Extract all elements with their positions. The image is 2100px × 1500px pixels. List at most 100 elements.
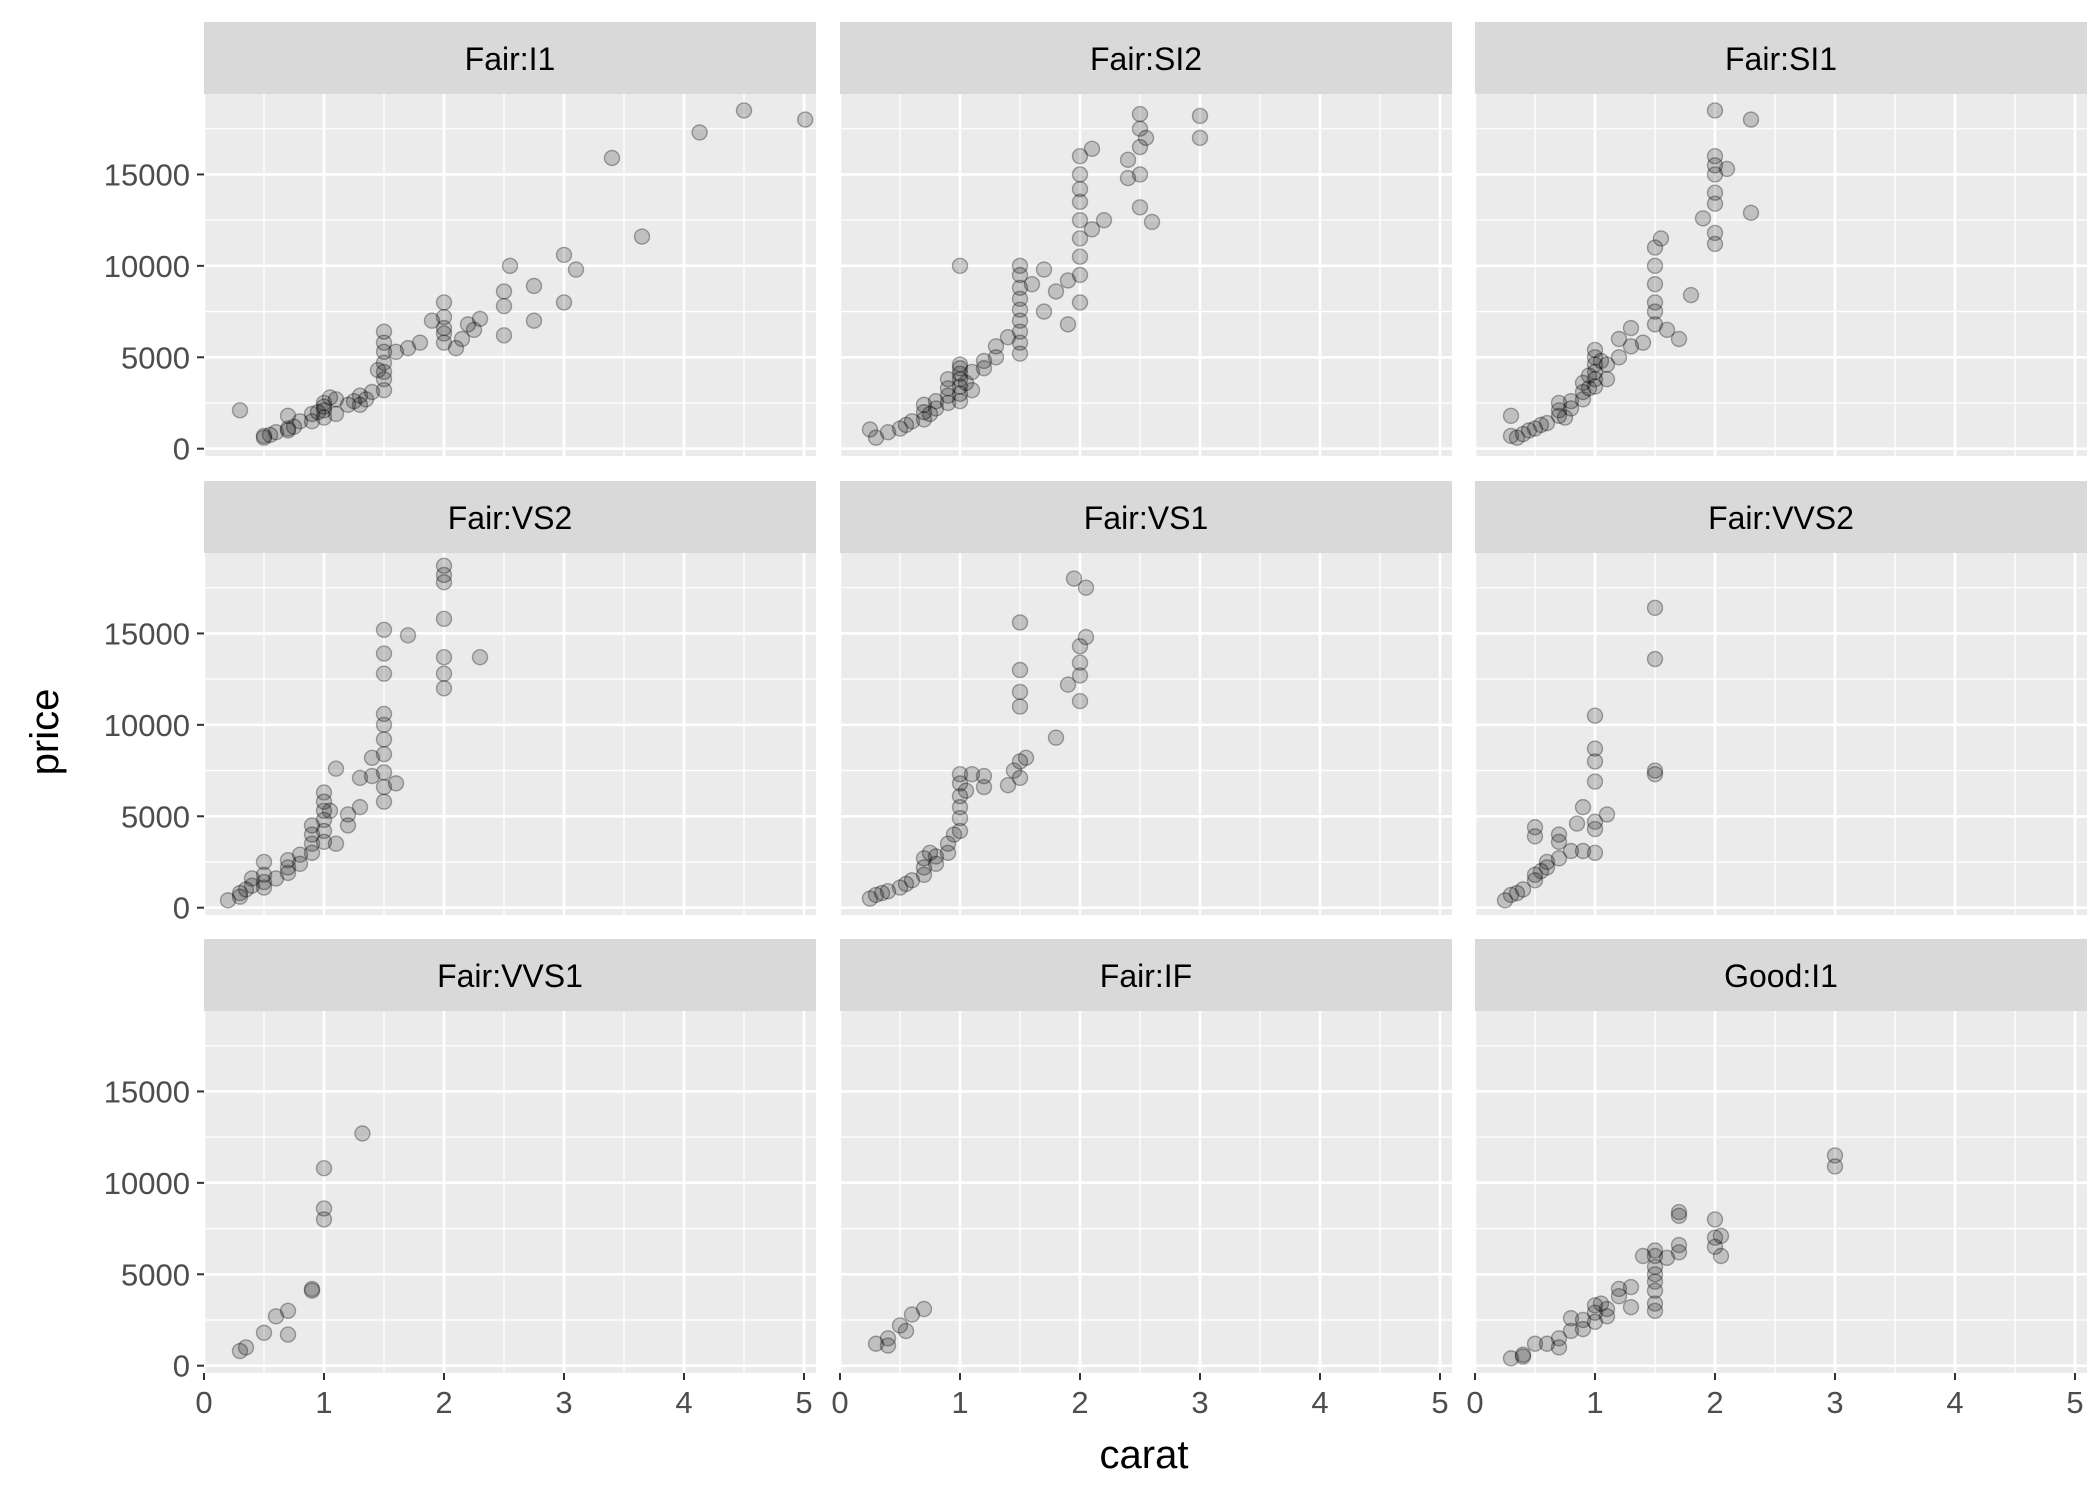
data-point bbox=[1586, 773, 1604, 790]
data-point bbox=[1592, 1295, 1610, 1312]
data-point bbox=[1131, 199, 1149, 216]
x-tick-label: 4 bbox=[1311, 1385, 1328, 1420]
data-point bbox=[1035, 303, 1053, 320]
data-point bbox=[1742, 204, 1760, 222]
panel-background bbox=[840, 1011, 1452, 1373]
data-point bbox=[375, 381, 393, 399]
data-point bbox=[1586, 707, 1604, 724]
x-tick-label: 0 bbox=[1466, 1385, 1483, 1420]
data-point bbox=[1610, 1288, 1628, 1305]
data-point bbox=[267, 424, 285, 441]
facet-panel: Fair:VS1 bbox=[838, 481, 1452, 915]
data-point bbox=[1592, 352, 1610, 370]
data-point bbox=[255, 1324, 273, 1341]
data-point bbox=[231, 402, 249, 419]
data-point bbox=[1011, 698, 1029, 715]
data-point bbox=[1682, 286, 1700, 304]
data-point bbox=[237, 1339, 255, 1356]
data-point bbox=[279, 1326, 297, 1343]
data-point bbox=[1646, 239, 1664, 256]
data-point bbox=[1586, 813, 1604, 830]
data-point bbox=[375, 323, 393, 340]
data-point bbox=[1071, 294, 1089, 311]
data-point bbox=[1131, 138, 1149, 156]
data-point bbox=[1646, 1242, 1664, 1259]
data-point bbox=[1574, 383, 1592, 401]
data-point bbox=[303, 835, 321, 852]
data-point bbox=[1586, 341, 1604, 359]
data-point bbox=[1143, 213, 1161, 231]
data-point bbox=[453, 330, 471, 348]
data-point bbox=[603, 149, 621, 167]
data-point bbox=[915, 1300, 933, 1318]
data-point bbox=[315, 784, 333, 801]
data-point bbox=[1646, 766, 1664, 783]
data-point bbox=[1706, 102, 1724, 119]
data-point bbox=[1514, 881, 1532, 898]
data-point bbox=[903, 413, 921, 430]
data-point bbox=[891, 420, 909, 437]
facet-strip bbox=[204, 22, 816, 94]
data-point bbox=[1011, 334, 1029, 351]
data-point bbox=[375, 745, 393, 763]
data-point bbox=[1646, 762, 1664, 779]
data-point bbox=[939, 844, 957, 862]
data-point bbox=[291, 855, 309, 873]
data-point bbox=[354, 1125, 371, 1142]
data-point bbox=[951, 809, 969, 827]
data-point bbox=[1646, 294, 1664, 311]
data-point bbox=[987, 349, 1005, 366]
data-point bbox=[1071, 230, 1089, 247]
data-point bbox=[1598, 806, 1616, 823]
data-point bbox=[399, 339, 417, 357]
data-point bbox=[447, 339, 465, 357]
data-point bbox=[435, 334, 453, 351]
data-point bbox=[1191, 129, 1209, 147]
panel-background bbox=[204, 553, 816, 915]
data-point bbox=[1502, 886, 1520, 904]
data-point bbox=[501, 257, 519, 275]
data-point bbox=[231, 888, 249, 905]
data-point bbox=[1550, 826, 1568, 843]
data-point bbox=[1646, 316, 1664, 333]
data-point bbox=[315, 793, 333, 810]
data-point bbox=[939, 371, 957, 388]
data-point bbox=[255, 427, 273, 445]
data-point bbox=[963, 363, 981, 381]
data-point bbox=[951, 378, 969, 395]
data-point bbox=[375, 354, 393, 371]
data-point bbox=[435, 665, 453, 682]
facet-strip bbox=[1475, 939, 2087, 1011]
data-point bbox=[1742, 111, 1760, 128]
data-point bbox=[345, 392, 363, 410]
data-point bbox=[315, 811, 333, 829]
data-point bbox=[1646, 1295, 1664, 1312]
data-point bbox=[1047, 729, 1065, 746]
data-point bbox=[1526, 420, 1544, 437]
data-point bbox=[945, 826, 963, 843]
data-point bbox=[1011, 323, 1029, 340]
data-point bbox=[231, 1342, 249, 1360]
data-point bbox=[987, 338, 1005, 355]
y-tick-label: 5000 bbox=[121, 1257, 190, 1292]
data-point bbox=[1191, 107, 1209, 125]
data-point bbox=[939, 394, 957, 412]
data-point bbox=[1586, 820, 1604, 838]
data-point bbox=[1131, 105, 1149, 123]
data-point bbox=[1011, 290, 1029, 307]
data-point bbox=[1586, 378, 1604, 395]
data-point bbox=[879, 424, 897, 441]
data-point bbox=[1706, 1211, 1724, 1228]
data-point bbox=[1622, 1278, 1640, 1296]
data-point bbox=[327, 760, 345, 777]
data-point bbox=[231, 884, 249, 902]
data-point bbox=[1598, 371, 1616, 388]
data-point bbox=[1538, 414, 1556, 432]
data-point bbox=[495, 283, 513, 300]
data-point bbox=[375, 621, 393, 638]
data-point bbox=[1047, 283, 1065, 300]
y-tick-label: 15000 bbox=[104, 616, 190, 651]
data-point bbox=[957, 374, 975, 392]
data-point bbox=[267, 870, 285, 887]
